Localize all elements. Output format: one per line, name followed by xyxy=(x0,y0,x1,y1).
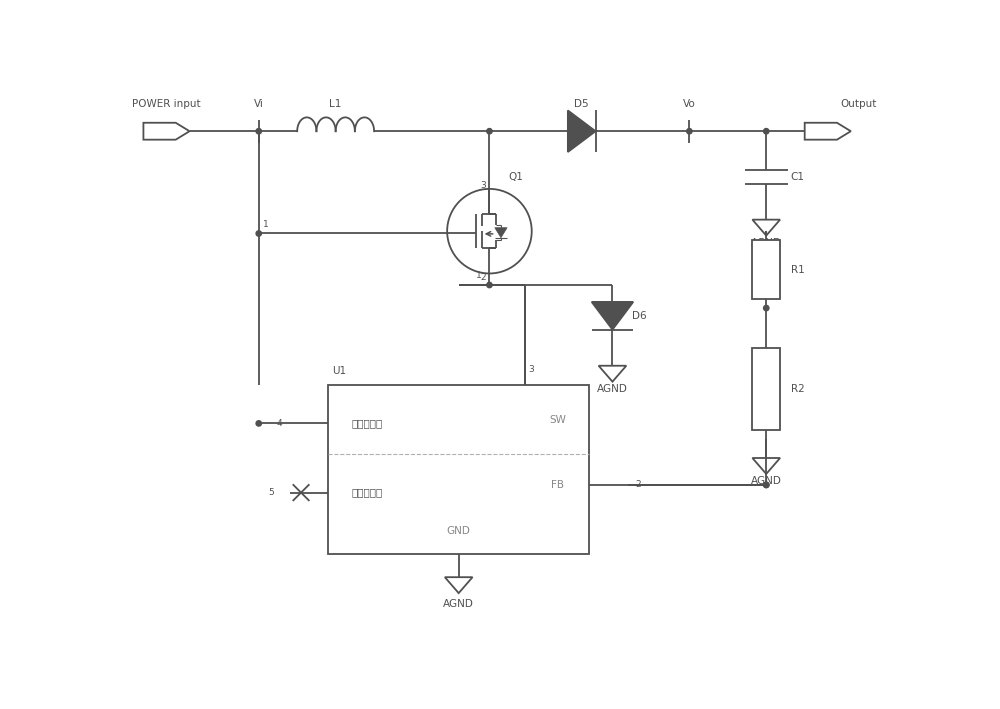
Polygon shape xyxy=(495,228,507,238)
Text: POWER input: POWER input xyxy=(132,99,201,109)
Text: 2: 2 xyxy=(636,481,641,489)
Text: 5: 5 xyxy=(268,488,274,497)
Circle shape xyxy=(256,231,261,236)
Circle shape xyxy=(764,306,769,311)
Text: U1: U1 xyxy=(332,366,346,376)
Text: FB: FB xyxy=(551,480,564,490)
Text: AGND: AGND xyxy=(751,476,782,486)
Text: 3: 3 xyxy=(529,365,534,374)
Polygon shape xyxy=(592,302,633,330)
Circle shape xyxy=(487,282,492,288)
Text: D6: D6 xyxy=(632,311,646,320)
Text: R2: R2 xyxy=(791,384,805,393)
Circle shape xyxy=(764,482,769,488)
Circle shape xyxy=(764,128,769,134)
Circle shape xyxy=(256,420,261,426)
Circle shape xyxy=(487,128,492,134)
Text: AGND: AGND xyxy=(597,384,628,393)
Text: 1: 1 xyxy=(263,220,268,229)
Text: D5: D5 xyxy=(574,99,589,109)
FancyBboxPatch shape xyxy=(328,385,589,554)
Text: SW: SW xyxy=(549,415,566,425)
Text: 电源控制脚: 电源控制脚 xyxy=(351,488,382,498)
Circle shape xyxy=(256,128,261,134)
Polygon shape xyxy=(568,111,596,152)
Text: 4: 4 xyxy=(276,419,282,428)
Text: C1: C1 xyxy=(791,172,805,182)
Text: 1: 1 xyxy=(476,272,482,280)
Text: R1: R1 xyxy=(791,264,805,274)
Text: Q1: Q1 xyxy=(509,172,524,182)
Circle shape xyxy=(687,128,692,134)
Text: Vi: Vi xyxy=(254,99,264,109)
Bar xyxy=(752,348,780,430)
Text: GND: GND xyxy=(447,526,471,536)
Text: AGND: AGND xyxy=(443,599,474,609)
Text: L1: L1 xyxy=(329,99,342,109)
Bar xyxy=(752,240,780,298)
Circle shape xyxy=(764,482,769,488)
Text: Output: Output xyxy=(840,99,877,109)
Text: AGND: AGND xyxy=(751,238,782,247)
Text: 3: 3 xyxy=(480,181,486,189)
Text: 电源输入脚: 电源输入脚 xyxy=(351,418,382,428)
Text: 2: 2 xyxy=(480,273,486,281)
Text: Vo: Vo xyxy=(683,99,696,109)
